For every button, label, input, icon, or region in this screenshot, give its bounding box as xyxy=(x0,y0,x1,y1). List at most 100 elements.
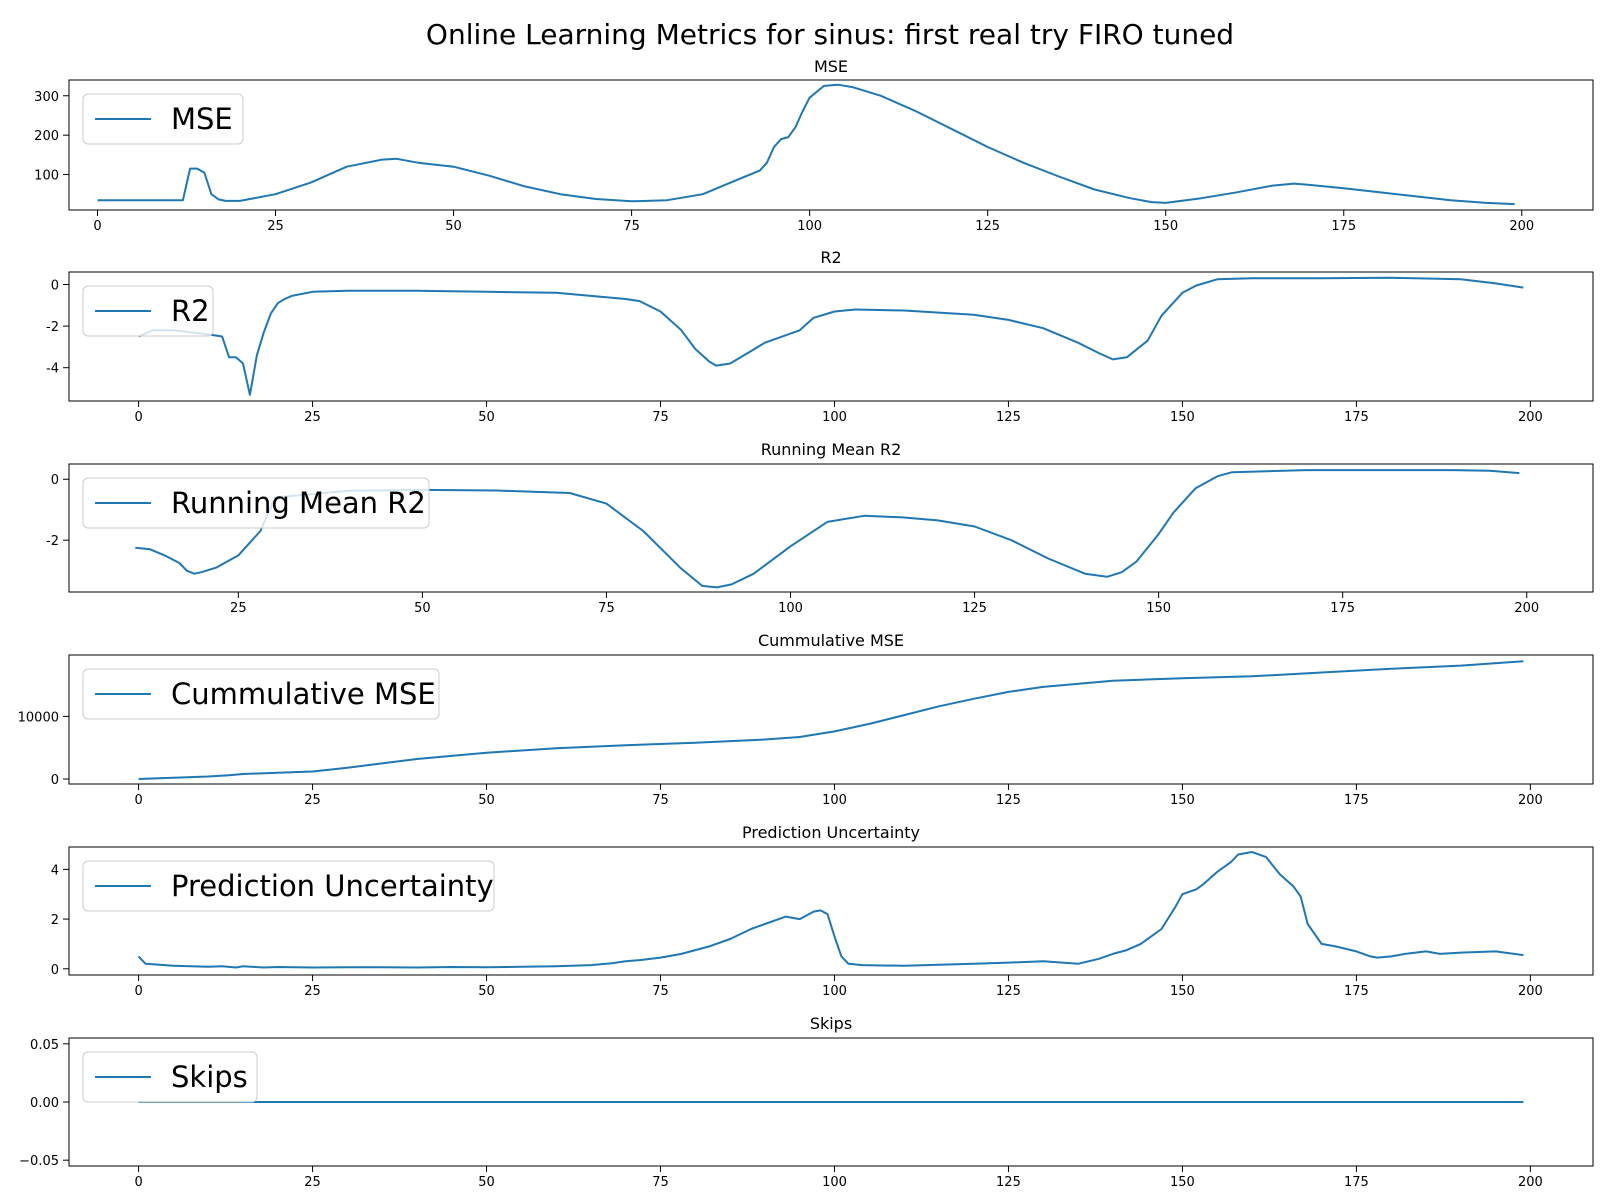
x-tick-label: 150 xyxy=(1170,793,1195,808)
x-tick-label: 150 xyxy=(1170,410,1195,425)
x-tick-label: 200 xyxy=(1518,984,1543,999)
x-tick-label: 125 xyxy=(996,1175,1021,1190)
x-tick-label: 75 xyxy=(623,219,640,234)
x-tick-label: 0 xyxy=(134,1175,142,1190)
legend-box xyxy=(82,668,440,720)
x-tick-label: 150 xyxy=(1146,601,1171,616)
x-tick-label: 75 xyxy=(652,410,669,425)
y-tick-label: 0.05 xyxy=(30,1038,59,1053)
x-tick-label: 0 xyxy=(93,219,101,234)
legend-label: Cummulative MSE xyxy=(171,677,436,711)
subplot-title: Cummulative MSE xyxy=(758,631,904,650)
x-tick-label: 150 xyxy=(1170,1175,1195,1190)
y-tick-label: -4 xyxy=(46,362,59,377)
x-tick-label: 25 xyxy=(304,793,321,808)
y-tick-label: 0 xyxy=(51,773,59,788)
x-tick-label: 100 xyxy=(797,219,822,234)
x-tick-label: 50 xyxy=(445,219,462,234)
legend-label: Running Mean R2 xyxy=(171,486,426,520)
x-tick-label: 100 xyxy=(778,601,803,616)
y-tick-label: −0.05 xyxy=(19,1154,59,1169)
x-tick-label: 100 xyxy=(822,410,847,425)
legend-label: Skips xyxy=(171,1060,248,1094)
legend-box xyxy=(82,860,495,912)
x-tick-label: 25 xyxy=(304,410,321,425)
subplot-title: Skips xyxy=(810,1014,852,1033)
x-tick-label: 175 xyxy=(1344,1175,1369,1190)
subplot-title: Running Mean R2 xyxy=(761,440,902,459)
x-tick-label: 75 xyxy=(652,984,669,999)
x-tick-label: 0 xyxy=(134,793,142,808)
x-tick-label: 25 xyxy=(304,1175,321,1190)
series-line-running-mean-r2 xyxy=(135,469,1520,589)
x-tick-label: 50 xyxy=(478,793,495,808)
x-tick-label: 125 xyxy=(996,410,1021,425)
x-tick-label: 25 xyxy=(267,219,284,234)
series-line-prediction-uncertainty xyxy=(137,851,1524,969)
legend: Cummulative MSE xyxy=(82,668,440,720)
y-tick-label: 4 xyxy=(51,863,59,878)
legend: MSE xyxy=(82,93,244,145)
x-tick-label: 200 xyxy=(1518,410,1543,425)
axes-frame xyxy=(68,1037,1594,1167)
x-tick-label: 125 xyxy=(962,601,987,616)
x-tick-label: 75 xyxy=(652,793,669,808)
subplot-5: Prediction Uncertainty 0 25 50 75 100 125 150 17… xyxy=(51,823,1594,999)
subplot-title: R2 xyxy=(820,248,841,267)
series-line-mse xyxy=(97,83,1515,206)
x-tick-label: 50 xyxy=(478,984,495,999)
legend: Skips xyxy=(82,1051,258,1103)
axes-frame xyxy=(68,654,1594,785)
x-tick-label: 125 xyxy=(996,984,1021,999)
y-tick-label: 2 xyxy=(51,913,59,928)
axes-frame xyxy=(68,79,1594,211)
x-tick-label: 50 xyxy=(478,410,495,425)
y-tick-label: 100 xyxy=(34,169,59,184)
subplot-title: MSE xyxy=(814,57,848,76)
x-tick-label: 125 xyxy=(996,793,1021,808)
subplot-1: MSE 0 25 50 75 100 125 150 175 200 100 200 300 MSE xyxy=(34,57,1594,234)
legend-label: Prediction Uncertainty xyxy=(171,869,494,903)
x-tick-label: 200 xyxy=(1518,793,1543,808)
x-tick-label: 200 xyxy=(1514,601,1539,616)
legend-label: MSE xyxy=(171,102,233,136)
axes-frame xyxy=(68,463,1594,593)
x-tick-label: 75 xyxy=(652,1175,669,1190)
x-tick-label: 200 xyxy=(1509,219,1534,234)
legend-box xyxy=(82,477,430,529)
figure-title: Online Learning Metrics for sinus: first… xyxy=(425,18,1235,51)
x-tick-label: 200 xyxy=(1518,1175,1543,1190)
x-tick-label: 175 xyxy=(1344,984,1369,999)
x-tick-label: 175 xyxy=(1344,793,1369,808)
x-tick-label: 50 xyxy=(478,1175,495,1190)
x-tick-label: 25 xyxy=(304,984,321,999)
axes-frame xyxy=(68,271,1594,402)
x-tick-label: 175 xyxy=(1330,601,1355,616)
subplot-4: Cummulative MSE 0 25 50 75 100 125 150 175 200 0 10… xyxy=(18,631,1594,808)
y-tick-label: 200 xyxy=(34,129,59,144)
x-tick-label: 175 xyxy=(1331,219,1356,234)
legend-box xyxy=(82,93,244,145)
y-tick-label: 300 xyxy=(34,90,59,105)
x-tick-label: 150 xyxy=(1153,219,1178,234)
x-tick-label: 50 xyxy=(414,601,431,616)
y-tick-label: 0 xyxy=(51,278,59,293)
subplot-6: Skips 0 25 50 75 100 125 150 175 200 0.05 0.00 −0.05… xyxy=(19,1014,1594,1190)
legend: Running Mean R2 xyxy=(82,477,430,529)
y-tick-label: -2 xyxy=(46,534,59,549)
x-tick-label: 75 xyxy=(598,601,615,616)
y-tick-label: 0 xyxy=(51,473,59,488)
y-tick-label: -2 xyxy=(46,320,59,335)
subplot-3: Running Mean R2 25 50 75 100 125 150 175 200 0 -2 R… xyxy=(46,440,1594,616)
series-line-r2 xyxy=(138,276,1524,396)
legend-box xyxy=(82,1051,258,1103)
legend: R2 xyxy=(82,285,214,337)
axes-frame xyxy=(68,846,1594,976)
x-tick-label: 150 xyxy=(1170,984,1195,999)
x-tick-label: 100 xyxy=(822,984,847,999)
x-tick-label: 100 xyxy=(822,793,847,808)
subplot-2: R2 0 25 50 75 100 125 150 175 200 0 -2 -4 R2 xyxy=(46,248,1594,425)
legend: Prediction Uncertainty xyxy=(82,860,495,912)
series-line-cummulative-mse xyxy=(138,660,1524,780)
y-tick-label: 10000 xyxy=(18,710,59,725)
